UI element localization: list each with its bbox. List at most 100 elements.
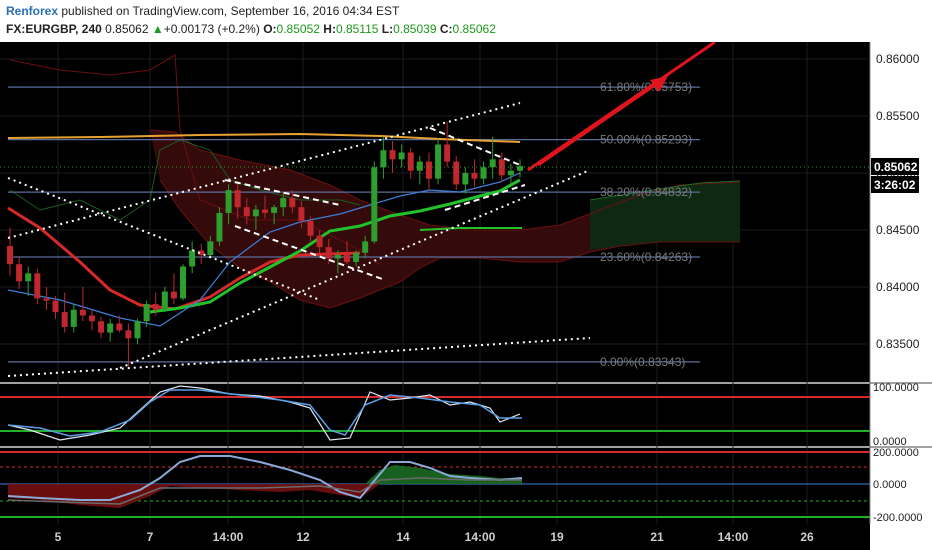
candle-body xyxy=(88,315,95,322)
candle-body xyxy=(70,309,77,327)
candle-body xyxy=(489,159,496,168)
candle xyxy=(70,304,77,333)
candle xyxy=(407,147,414,179)
cci-axis-labels: 200.0000 0.0000 -200.0000 xyxy=(873,447,923,524)
timer-tag-text: 3:26:02 xyxy=(874,178,916,192)
candle-body xyxy=(98,321,105,333)
candle xyxy=(316,230,323,256)
candle-body xyxy=(498,159,505,176)
candle xyxy=(43,287,50,310)
published-text: published on TradingView.com, September … xyxy=(58,4,400,18)
candle xyxy=(517,159,523,178)
trendline-support xyxy=(7,337,591,377)
price-axis[interactable]: 0.860000.855000.850000.845000.840000.835… xyxy=(871,52,920,351)
timer-tag xyxy=(871,176,919,193)
trendline-dotted-down xyxy=(7,177,321,301)
chart-canvas[interactable]: 61.80%(0.85753) 50.00%(0.85293) 38.20%(0.8… xyxy=(0,42,932,550)
price-tick-label: 0.83500 xyxy=(876,337,920,351)
candle xyxy=(79,287,86,322)
candle xyxy=(307,216,314,242)
candle xyxy=(343,241,350,265)
candle xyxy=(107,318,114,342)
candle-body xyxy=(225,190,232,213)
ma-green-flat-line xyxy=(419,227,522,231)
candle-body xyxy=(116,323,123,331)
candle xyxy=(271,204,278,225)
close-label: C: xyxy=(439,22,453,36)
candle xyxy=(380,136,387,179)
candle xyxy=(88,309,95,331)
price-tick-label: 0.84000 xyxy=(876,280,920,294)
candle-body xyxy=(180,266,187,299)
symbol-label[interactable]: FX:EURGBP, 240 xyxy=(6,22,102,36)
candle-body xyxy=(462,173,469,185)
candle-body xyxy=(25,273,32,282)
open-value: 0.85052 xyxy=(276,22,320,36)
candle xyxy=(234,182,241,219)
candle-body xyxy=(316,235,323,248)
low-label: L: xyxy=(381,22,394,36)
candle xyxy=(489,136,496,179)
candle-body xyxy=(198,250,205,256)
wedge-top-line xyxy=(429,127,521,166)
cci-tick-label: -200.0000 xyxy=(873,512,923,524)
candle-body xyxy=(280,198,287,208)
candle-body xyxy=(152,304,159,310)
candle-body xyxy=(170,291,177,299)
candle-body xyxy=(325,247,332,259)
candle-body xyxy=(125,330,132,339)
candle xyxy=(116,315,123,333)
flag-bottom-line xyxy=(234,225,386,281)
fib-level-label: 0.00%(0.83343) xyxy=(600,355,685,369)
publisher-name[interactable]: Renforex xyxy=(6,4,59,18)
target-arrow-line xyxy=(527,42,716,172)
last-price-tag xyxy=(871,158,919,175)
candle xyxy=(61,292,68,333)
fib-level-label: 61.80%(0.85753) xyxy=(600,80,692,94)
candle-body xyxy=(517,166,523,171)
price-axis-bg xyxy=(870,42,932,550)
stoch-tick-label: 0.0000 xyxy=(873,436,907,448)
candle-body xyxy=(252,209,259,217)
time-tick-label: 14:00 xyxy=(213,530,244,544)
ma-red-line xyxy=(7,206,361,311)
ma-green-line xyxy=(149,178,521,314)
candle xyxy=(325,239,332,265)
candle-body xyxy=(271,207,278,213)
candle xyxy=(280,193,287,217)
candle xyxy=(334,250,341,274)
stoch-pane-bg xyxy=(0,384,870,446)
candle xyxy=(371,161,378,244)
time-axis-labels[interactable]: 5 7 14:00 12 14 14:00 19 21 14:00 26 xyxy=(55,530,814,544)
candle xyxy=(216,207,223,246)
candle xyxy=(425,152,432,191)
stoch-tick-label: 100.0000 xyxy=(873,382,919,394)
candle-body xyxy=(289,198,296,208)
cci-pane: 200.0000 0.0000 -200.0000 xyxy=(0,447,923,524)
candle xyxy=(252,204,259,230)
trendline-channel-top xyxy=(7,102,521,239)
last-price: 0.85062 xyxy=(105,22,149,36)
time-axis-bg xyxy=(0,524,870,550)
time-tick-label: 14 xyxy=(396,530,410,544)
ohlc-line: FX:EURGBP, 240 0.85062 ▲+0.00173 (+0.2%)… xyxy=(6,22,496,36)
candle-body xyxy=(234,190,241,208)
cci-tick-label: 200.0000 xyxy=(873,447,919,459)
fib-level-label: 50.00%(0.85293) xyxy=(600,133,692,147)
time-tick-label: 12 xyxy=(296,530,310,544)
fib-level-label: 23.60%(0.84263) xyxy=(600,250,692,264)
projection-arrow-line xyxy=(537,83,656,167)
projection-arrowhead-icon xyxy=(650,76,668,92)
trendline-channel-bottom xyxy=(119,169,591,369)
trendlines xyxy=(7,42,716,377)
moving-averages xyxy=(7,132,522,327)
candle xyxy=(34,268,41,305)
candle-body xyxy=(353,252,360,262)
candle-body xyxy=(107,323,114,333)
candle-body xyxy=(143,304,150,322)
price-tick-label: 0.84500 xyxy=(876,223,920,237)
candle xyxy=(125,323,132,367)
price-tick-label: 0.85500 xyxy=(876,109,920,123)
candle-body xyxy=(161,291,168,310)
candle xyxy=(498,152,505,183)
